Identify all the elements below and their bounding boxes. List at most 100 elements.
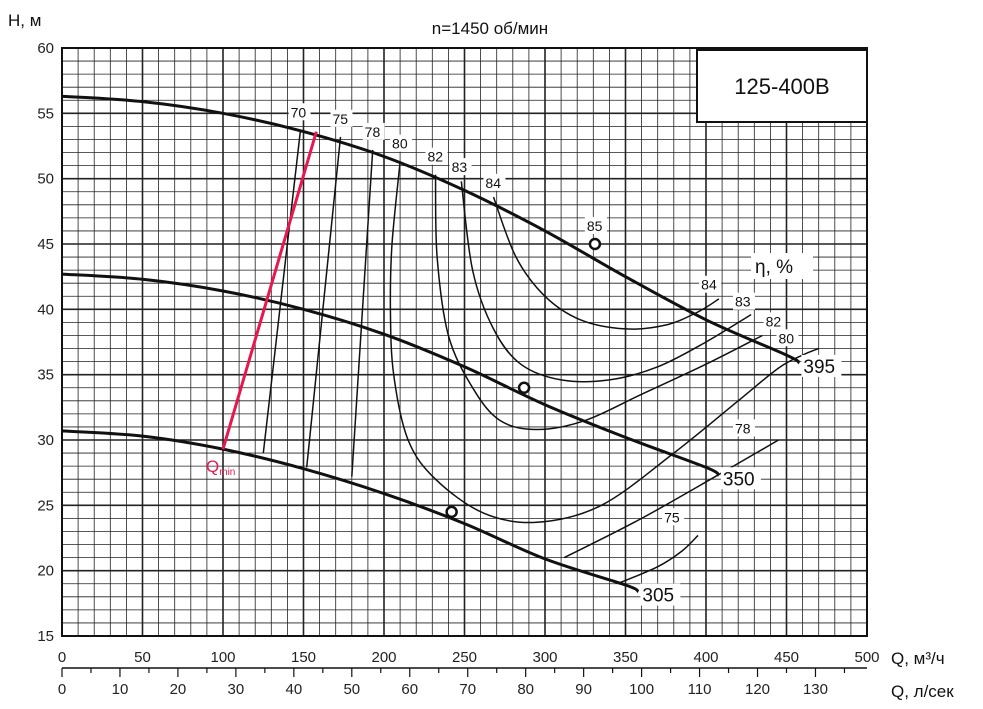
contour-label-top-83: 83	[452, 159, 468, 175]
x2-tick-label: 50	[343, 681, 360, 698]
efficiency-contour-78	[563, 439, 779, 559]
chart-title: n=1450 об/мин	[432, 19, 548, 38]
contour-label-bg	[699, 275, 722, 293]
x2-tick-label: 20	[170, 681, 187, 698]
efficiency-contour-70	[262, 131, 302, 454]
y-tick-label: 25	[37, 497, 54, 514]
impeller-label-350: 350	[723, 469, 755, 490]
y-tick-label: 55	[37, 105, 54, 122]
x-tick-label: 450	[774, 649, 799, 666]
bep-marker-350	[517, 381, 531, 394]
x2-tick-label: 40	[285, 681, 302, 698]
x2-tick-label: 0	[58, 681, 66, 698]
impeller-curves	[61, 94, 801, 593]
contour-label-bg	[390, 134, 413, 152]
x-tick-label: 50	[134, 649, 151, 666]
x2-tick-label: 60	[401, 681, 418, 698]
x-axis-label: Q, м³/ч	[891, 649, 945, 668]
contour-label-bg	[330, 109, 353, 127]
x2-tick-label: 10	[112, 681, 129, 698]
qmin-line	[221, 131, 318, 450]
contour-label-bg	[763, 312, 786, 330]
y-tick-label: 35	[37, 367, 54, 384]
contour-label-bg	[776, 329, 799, 347]
x-tick-label: 0	[58, 649, 66, 666]
x-tick-label: 350	[613, 649, 638, 666]
contour-label-top-82: 82	[427, 149, 443, 165]
bep-marker-305	[445, 505, 458, 519]
x2-tick-label: 120	[745, 681, 770, 698]
x2-tick-label: 130	[803, 681, 828, 698]
x2-tick-label: 110	[688, 681, 712, 698]
contour-label-bg	[732, 292, 755, 310]
y-tick-label: 15	[37, 628, 54, 645]
x-tick-label: 150	[291, 649, 316, 666]
contour-label-bg	[483, 173, 506, 191]
x-tick-label: 200	[371, 649, 396, 666]
x-tick-label: 400	[693, 649, 718, 666]
y-tick-label: 45	[37, 236, 54, 253]
impeller-curve-395	[61, 94, 801, 365]
grid	[61, 47, 868, 637]
x2-axis-label: Q, л/сек	[891, 682, 954, 701]
contour-label-bg	[425, 147, 448, 165]
x-tick-label: 500	[854, 649, 879, 666]
contour-label-right-82: 82	[766, 313, 782, 329]
y-axis-label: Н, м	[8, 11, 41, 30]
x-tick-label: 300	[532, 649, 557, 666]
x2-tick-label: 70	[459, 681, 476, 698]
x-tick-label: 250	[452, 649, 477, 666]
impeller-curve-350	[61, 272, 720, 477]
x2-tick-label: 100	[629, 681, 654, 698]
contour-label-right-83: 83	[735, 294, 751, 310]
impeller-curve-305	[61, 429, 640, 593]
model-label: 125-400В	[734, 74, 829, 99]
qmin-label: Qmin	[206, 457, 235, 478]
y-tick-label: 30	[37, 432, 54, 449]
impeller-label-bg	[640, 583, 681, 606]
plot-frame	[61, 47, 868, 637]
efficiency-contour-80	[389, 161, 819, 524]
qmin-label-main: Q	[206, 457, 219, 476]
contour-label-top-75: 75	[332, 111, 348, 127]
y-tick-label: 20	[37, 563, 54, 580]
impeller-label-bg	[801, 354, 842, 377]
contour-label-top-80: 80	[392, 136, 408, 152]
contour-label-bg	[449, 158, 472, 176]
contour-label-bg	[362, 122, 385, 140]
contour-label-right-78: 78	[735, 420, 751, 436]
y-tick-label: 50	[37, 171, 54, 188]
contour-label-85: 85	[587, 218, 603, 234]
efficiency-contour-82	[434, 174, 763, 431]
efficiency-axis-label: η, %	[755, 257, 793, 278]
impeller-label-395: 395	[803, 357, 835, 378]
impeller-label-bg	[720, 467, 761, 490]
x2-tick-label: 80	[517, 681, 534, 698]
efficiency-contours	[262, 131, 819, 585]
contour-label-top-78: 78	[365, 124, 381, 140]
contour-label-top-84: 84	[485, 175, 501, 191]
impeller-label-305: 305	[642, 586, 674, 607]
model-box	[696, 49, 868, 123]
contour-label-bg	[584, 216, 607, 234]
contour-label-right-80: 80	[778, 330, 794, 346]
contour-label-top-70: 70	[291, 104, 307, 120]
x2-tick-label: 90	[575, 681, 592, 698]
x2-tick-label: 30	[228, 681, 245, 698]
efficiency-contour-78	[351, 149, 374, 477]
bep-marker-395	[588, 237, 602, 251]
efficiency-contour-83	[460, 181, 752, 383]
contour-label-bg	[662, 508, 685, 526]
contour-label-right-75: 75	[664, 509, 680, 525]
contour-label-bg	[732, 419, 755, 437]
contour-label-right-84: 84	[701, 277, 717, 293]
x-tick-label: 100	[210, 649, 235, 666]
contour-label-bg	[288, 103, 311, 121]
y-tick-label: 40	[37, 301, 54, 318]
y-tick-label: 60	[37, 40, 54, 57]
efficiency-contour-75	[305, 136, 342, 468]
qmin-label-sub: min	[219, 467, 235, 478]
